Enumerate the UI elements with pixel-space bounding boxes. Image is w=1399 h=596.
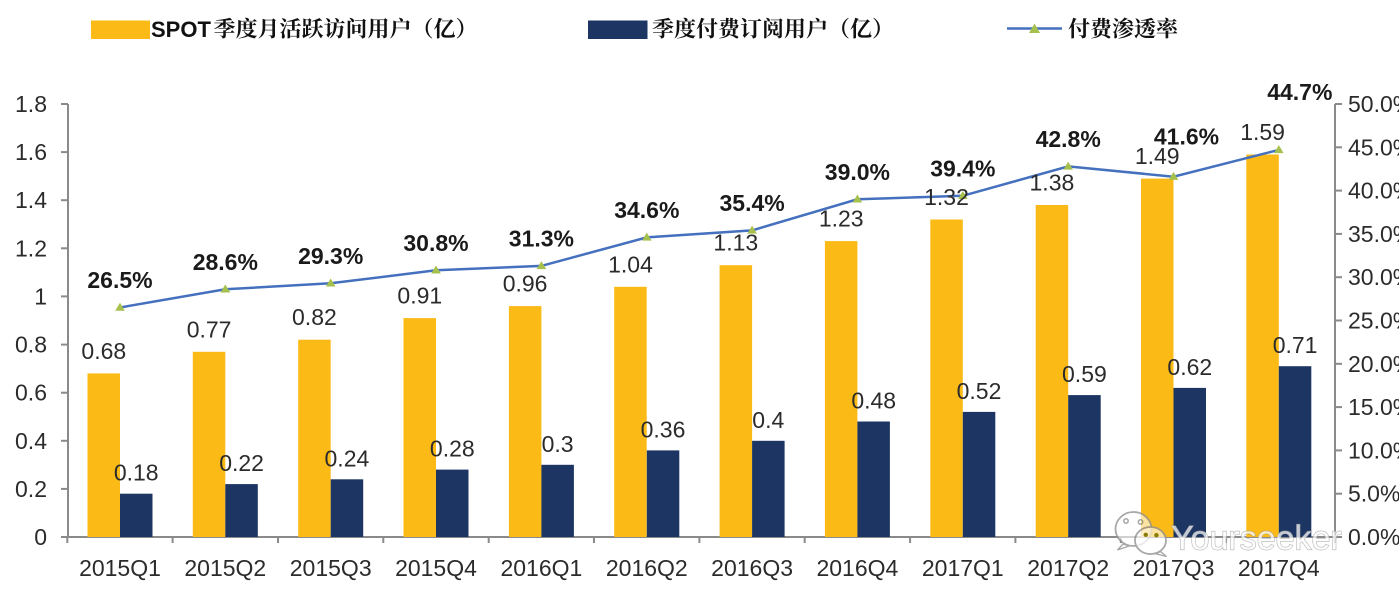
svg-text:5.0%: 5.0% [1348,481,1399,507]
svg-text:39.0%: 39.0% [825,159,890,185]
svg-text:0.68: 0.68 [81,338,126,364]
svg-text:1.23: 1.23 [819,206,864,232]
svg-text:2015Q4: 2015Q4 [395,555,477,581]
svg-text:0.96: 0.96 [503,271,548,297]
svg-text:0.36: 0.36 [641,416,686,442]
svg-text:15.0%: 15.0% [1348,394,1399,420]
svg-text:1.04: 1.04 [608,251,653,277]
svg-text:0.0%: 0.0% [1348,524,1399,550]
svg-text:0.4: 0.4 [752,407,784,433]
svg-text:30.8%: 30.8% [403,230,468,256]
svg-text:0.71: 0.71 [1273,332,1318,358]
svg-text:31.3%: 31.3% [509,225,574,251]
svg-text:1.38: 1.38 [1030,170,1075,196]
svg-text:10.0%: 10.0% [1348,437,1399,463]
svg-text:0.62: 0.62 [1167,354,1212,380]
svg-text:2016Q3: 2016Q3 [711,555,793,581]
svg-text:41.6%: 41.6% [1154,124,1219,150]
svg-text:1.59: 1.59 [1240,119,1285,145]
svg-text:2015Q3: 2015Q3 [290,555,372,581]
svg-text:29.3%: 29.3% [298,243,363,269]
svg-text:2017Q4: 2017Q4 [1238,555,1320,581]
svg-text:1.13: 1.13 [713,230,758,256]
svg-text:2016Q4: 2016Q4 [816,555,898,581]
svg-text:25.0%: 25.0% [1348,308,1399,334]
svg-text:0.82: 0.82 [292,304,337,330]
svg-text:35.4%: 35.4% [719,190,784,216]
svg-text:1.2: 1.2 [15,235,47,261]
svg-text:0.28: 0.28 [430,436,475,462]
svg-text:20.0%: 20.0% [1348,351,1399,377]
svg-text:50.0%: 50.0% [1348,91,1399,117]
svg-text:2015Q2: 2015Q2 [184,555,266,581]
svg-text:Yourseeker: Yourseeker [1171,520,1342,558]
svg-text:2015Q1: 2015Q1 [79,555,161,581]
svg-text:42.8%: 42.8% [1036,126,1101,152]
svg-text:1.8: 1.8 [15,91,47,117]
svg-text:SPOT: SPOT [151,17,211,42]
svg-text:2017Q3: 2017Q3 [1133,555,1215,581]
svg-text:0.24: 0.24 [325,445,370,471]
svg-text:0.59: 0.59 [1062,361,1107,387]
svg-text:2017Q1: 2017Q1 [922,555,1004,581]
svg-text:39.4%: 39.4% [930,155,995,181]
svg-text:26.5%: 26.5% [87,267,152,293]
svg-text:0: 0 [34,524,47,550]
svg-text:0.22: 0.22 [219,450,264,476]
svg-text:0.18: 0.18 [114,460,159,486]
svg-text:30.0%: 30.0% [1348,264,1399,290]
svg-text:28.6%: 28.6% [193,249,258,275]
svg-text:2017Q2: 2017Q2 [1027,555,1109,581]
svg-text:1.4: 1.4 [15,187,47,213]
svg-text:44.7%: 44.7% [1267,79,1332,105]
svg-text:45.0%: 45.0% [1348,134,1399,160]
svg-text:1.6: 1.6 [15,139,47,165]
svg-text:0.48: 0.48 [851,388,896,414]
svg-text:40.0%: 40.0% [1348,178,1399,204]
svg-text:2016Q2: 2016Q2 [606,555,688,581]
svg-text:35.0%: 35.0% [1348,221,1399,247]
svg-text:0.91: 0.91 [397,283,442,309]
svg-text:0.4: 0.4 [15,428,47,454]
svg-text:0.77: 0.77 [187,316,232,342]
svg-text:0.6: 0.6 [15,380,47,406]
svg-text:0.3: 0.3 [542,431,574,457]
svg-text:0.8: 0.8 [15,332,47,358]
svg-text:1: 1 [34,283,47,309]
svg-text:1.32: 1.32 [924,184,969,210]
svg-text:0.52: 0.52 [957,378,1002,404]
svg-text:2016Q1: 2016Q1 [500,555,582,581]
svg-text:1.49: 1.49 [1135,143,1180,169]
svg-text:0.2: 0.2 [15,476,47,502]
svg-text:34.6%: 34.6% [614,197,679,223]
